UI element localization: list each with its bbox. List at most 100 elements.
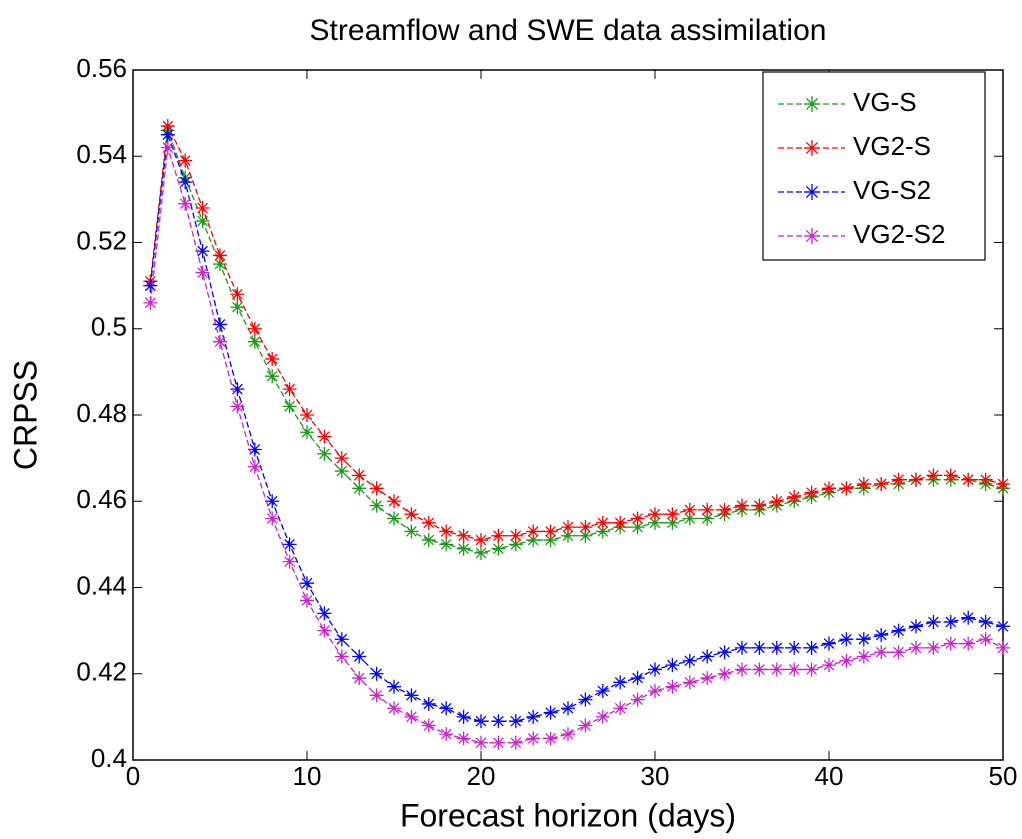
marker bbox=[474, 546, 488, 560]
marker bbox=[630, 520, 645, 535]
marker bbox=[387, 494, 401, 509]
marker bbox=[352, 649, 367, 664]
marker bbox=[421, 533, 436, 548]
marker bbox=[561, 701, 575, 716]
marker bbox=[456, 528, 471, 543]
marker bbox=[613, 701, 628, 716]
marker bbox=[143, 295, 158, 310]
marker bbox=[352, 481, 367, 496]
marker bbox=[334, 464, 349, 479]
marker bbox=[369, 666, 384, 681]
marker bbox=[717, 502, 732, 517]
x-tick-label: 40 bbox=[815, 761, 844, 791]
marker bbox=[456, 731, 471, 746]
x-tick-label: 0 bbox=[126, 761, 140, 791]
marker bbox=[665, 515, 680, 530]
marker bbox=[369, 481, 384, 496]
marker bbox=[578, 528, 593, 543]
marker bbox=[334, 649, 349, 664]
marker bbox=[978, 615, 993, 629]
marker bbox=[230, 287, 245, 302]
legend-label: VG-S2 bbox=[853, 175, 931, 205]
marker bbox=[839, 481, 854, 496]
marker bbox=[317, 623, 332, 638]
marker bbox=[369, 498, 384, 513]
x-tick-label: 10 bbox=[293, 761, 322, 791]
marker bbox=[926, 615, 941, 629]
marker bbox=[839, 653, 854, 668]
marker bbox=[595, 524, 610, 539]
marker bbox=[508, 735, 523, 750]
marker bbox=[195, 265, 210, 280]
marker bbox=[213, 334, 227, 349]
marker bbox=[474, 714, 488, 729]
marker bbox=[247, 442, 262, 457]
marker bbox=[213, 317, 227, 332]
marker bbox=[752, 640, 767, 655]
legend-label: VG2-S2 bbox=[853, 219, 946, 249]
marker bbox=[996, 477, 1010, 491]
marker bbox=[317, 606, 332, 621]
marker bbox=[439, 727, 454, 742]
legend bbox=[762, 71, 986, 261]
marker bbox=[613, 515, 628, 530]
marker bbox=[874, 477, 889, 491]
marker bbox=[508, 537, 523, 552]
legend-marker bbox=[804, 228, 820, 244]
marker bbox=[717, 645, 732, 660]
marker bbox=[682, 511, 697, 526]
chart-title: Streamflow and SWE data assimilation bbox=[310, 14, 827, 47]
y-tick-label: 0.42 bbox=[76, 657, 127, 687]
marker bbox=[474, 735, 488, 750]
marker bbox=[839, 632, 854, 647]
marker bbox=[439, 524, 454, 539]
marker bbox=[456, 541, 471, 556]
marker bbox=[648, 515, 662, 530]
marker bbox=[300, 593, 314, 608]
marker bbox=[996, 640, 1010, 655]
marker bbox=[682, 675, 697, 690]
marker bbox=[213, 248, 227, 263]
marker bbox=[665, 507, 680, 522]
marker bbox=[195, 213, 210, 228]
marker bbox=[334, 632, 349, 647]
marker bbox=[561, 727, 575, 742]
marker bbox=[230, 399, 245, 414]
marker bbox=[543, 731, 558, 746]
marker bbox=[822, 658, 836, 673]
marker bbox=[300, 425, 314, 440]
y-tick-label: 0.52 bbox=[76, 225, 127, 255]
legend-marker bbox=[804, 96, 820, 112]
marker bbox=[769, 640, 784, 655]
marker bbox=[648, 662, 662, 677]
marker bbox=[856, 632, 871, 647]
marker bbox=[630, 692, 645, 707]
marker bbox=[508, 714, 523, 729]
marker bbox=[265, 494, 280, 509]
marker bbox=[178, 175, 193, 190]
marker bbox=[491, 541, 506, 556]
marker bbox=[369, 688, 384, 703]
marker bbox=[160, 119, 175, 134]
marker bbox=[961, 636, 976, 651]
marker bbox=[543, 524, 558, 539]
marker bbox=[282, 382, 297, 397]
marker bbox=[195, 201, 210, 215]
marker bbox=[735, 498, 749, 513]
series-line bbox=[149, 147, 1004, 744]
marker bbox=[804, 485, 819, 500]
marker bbox=[891, 472, 906, 487]
marker bbox=[943, 636, 958, 651]
marker bbox=[578, 520, 593, 535]
marker bbox=[926, 468, 941, 483]
marker bbox=[909, 472, 923, 487]
marker bbox=[404, 688, 419, 703]
series-line bbox=[149, 130, 1004, 554]
marker bbox=[526, 533, 541, 548]
marker bbox=[682, 653, 697, 668]
marker bbox=[491, 714, 506, 729]
marker bbox=[961, 610, 976, 625]
marker bbox=[856, 649, 871, 664]
marker bbox=[317, 446, 332, 461]
